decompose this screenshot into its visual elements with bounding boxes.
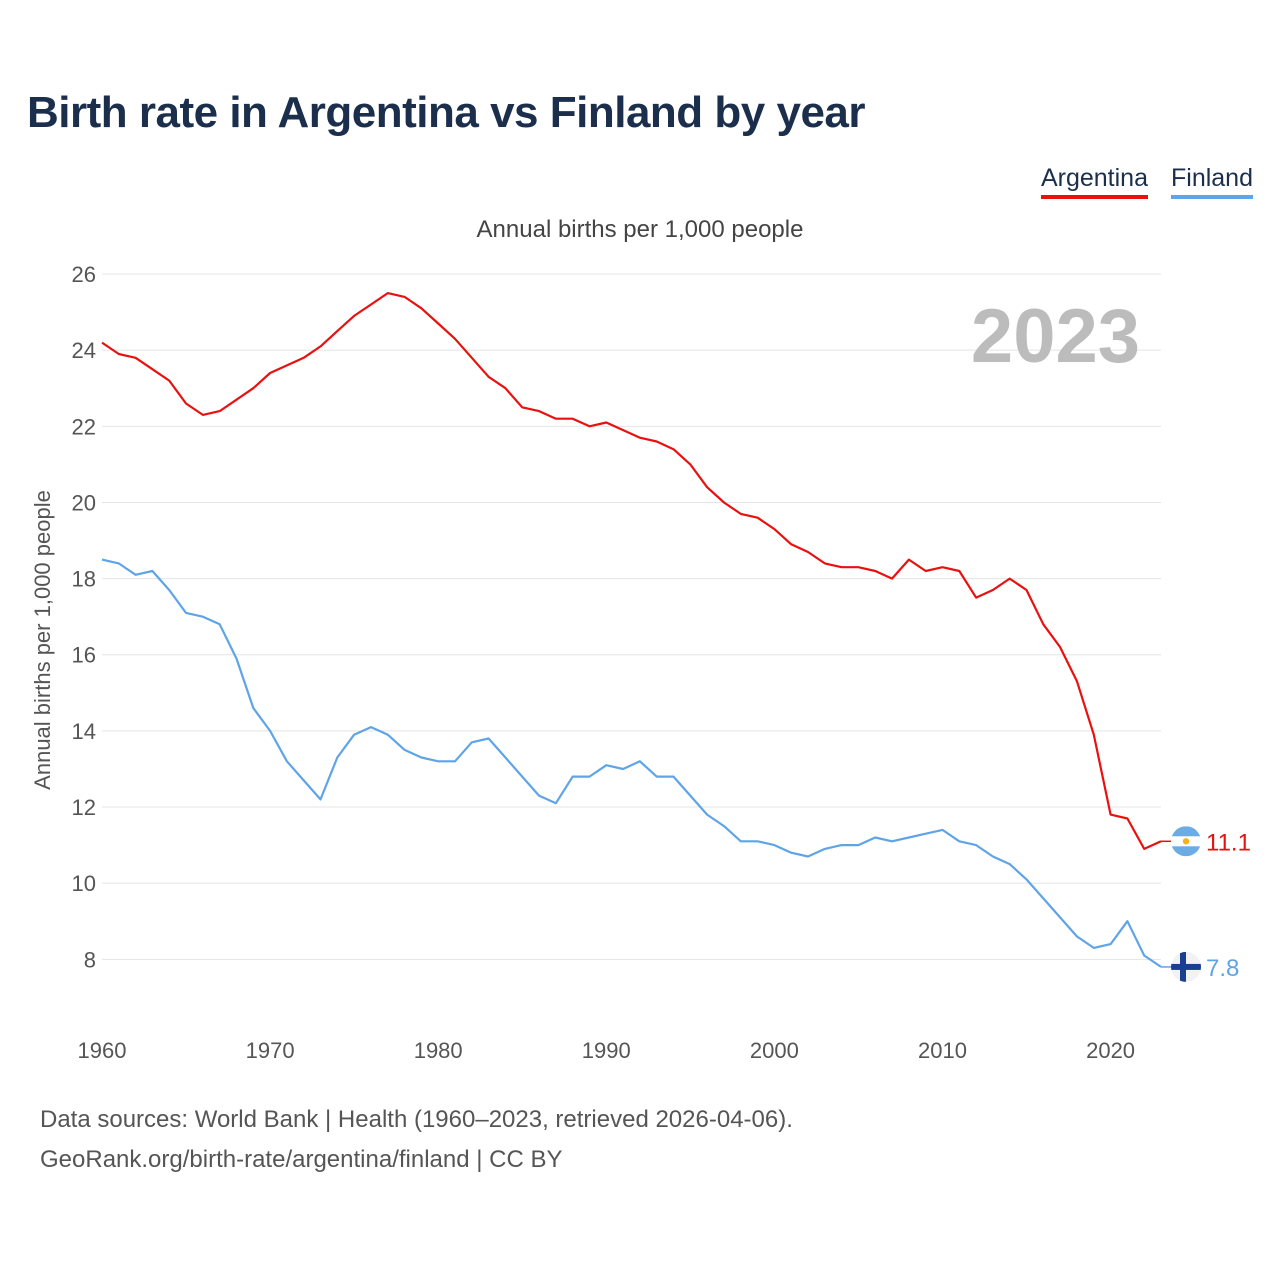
y-tick-label: 20 — [72, 490, 96, 515]
y-tick-label: 26 — [72, 262, 96, 287]
finland-flag-icon — [1171, 951, 1201, 982]
x-tick-label: 1990 — [582, 1038, 631, 1063]
series-line-finland — [101, 558, 1162, 968]
line-chart: 8 10 12 14 16 18 20 22 24 26 1960 1970 1980 1990 2000… — [30, 262, 1251, 1063]
y-tick-label: 18 — [72, 567, 96, 592]
chart-title: Birth rate in Argentina vs Finland by ye… — [27, 88, 866, 137]
x-tick-label: 1980 — [414, 1038, 463, 1063]
year-watermark: 2023 — [971, 294, 1140, 379]
x-tick-label: 2020 — [1086, 1038, 1135, 1063]
end-value-label-argentina: 11.1 — [1206, 829, 1251, 856]
grid-lines — [102, 273, 1161, 960]
y-tick-label: 12 — [72, 795, 96, 820]
footer-source: Data sources: World Bank | Health (1960–… — [40, 1106, 793, 1133]
end-markers: 11.1 7.8 — [1161, 826, 1251, 982]
end-value-label-finland: 7.8 — [1206, 955, 1239, 982]
y-tick-label: 10 — [72, 871, 96, 896]
x-tick-label: 1960 — [78, 1038, 127, 1063]
y-axis-ticks: 8 10 12 14 16 18 20 22 24 26 — [72, 262, 96, 972]
x-tick-label: 1970 — [246, 1038, 295, 1063]
legend-item-argentina[interactable]: Argentina — [1040, 164, 1148, 199]
y-tick-label: 14 — [72, 719, 96, 744]
argentina-flag-icon — [1171, 826, 1201, 857]
y-tick-label: 8 — [84, 947, 96, 972]
x-tick-label: 2000 — [750, 1038, 799, 1063]
x-axis-ticks: 1960 1970 1980 1990 2000 2010 2020 — [78, 1038, 1136, 1063]
y-axis-label: Annual births per 1,000 people — [30, 490, 55, 790]
y-tick-label: 22 — [72, 414, 96, 439]
series-line-argentina — [101, 292, 1162, 851]
footer-link[interactable]: GeoRank.org/birth-rate/argentina/finland… — [40, 1146, 563, 1173]
series-lines — [101, 292, 1162, 968]
x-tick-label: 2010 — [918, 1038, 967, 1063]
y-tick-label: 16 — [72, 643, 96, 668]
legend-item-finland[interactable]: Finland — [1171, 164, 1253, 199]
y-tick-label: 24 — [72, 338, 96, 363]
chart-subtitle: Annual births per 1,000 people — [476, 216, 804, 243]
